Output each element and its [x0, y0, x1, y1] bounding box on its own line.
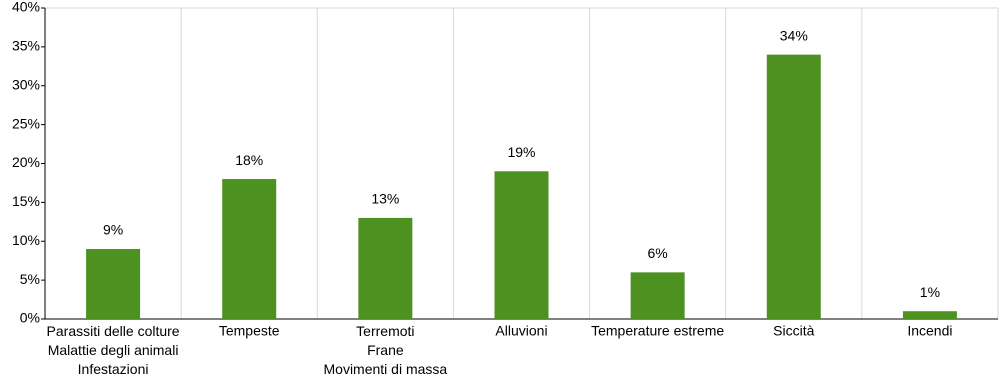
y-tick-label: 25%: [12, 115, 40, 131]
bar: [86, 249, 141, 319]
value-label: 34%: [780, 27, 808, 43]
x-tick-label: Alluvioni: [495, 323, 547, 339]
value-label: 13%: [371, 191, 399, 207]
y-tick-label: 30%: [12, 76, 40, 92]
y-tick-label: 5%: [20, 271, 40, 287]
value-label: 9%: [103, 222, 123, 238]
bar: [494, 171, 549, 319]
x-tick-label: Terremoti Frane Movimenti di massa: [324, 323, 448, 377]
y-tick-label: 0%: [20, 310, 40, 326]
x-tick-label: Temperature estreme: [591, 323, 724, 339]
x-tick-label: Siccità: [773, 323, 814, 339]
value-label: 6%: [648, 245, 668, 261]
y-tick-label: 15%: [12, 193, 40, 209]
x-tick-label: Incendi: [907, 323, 952, 339]
x-tick-label: Parassiti delle colture Malattie degli an…: [47, 323, 180, 377]
bar: [358, 217, 413, 319]
y-tick-label: 10%: [12, 232, 40, 248]
value-label: 1%: [920, 284, 940, 300]
y-tick-label: 35%: [12, 38, 40, 54]
bar: [630, 272, 685, 319]
value-label: 18%: [235, 152, 263, 168]
bar: [902, 311, 957, 319]
y-tick-label: 20%: [12, 154, 40, 170]
value-label: 19%: [507, 144, 535, 160]
bar: [766, 54, 821, 320]
bar: [222, 179, 277, 319]
y-tick-label: 40%: [12, 0, 40, 15]
x-tick-label: Tempeste: [219, 323, 280, 339]
